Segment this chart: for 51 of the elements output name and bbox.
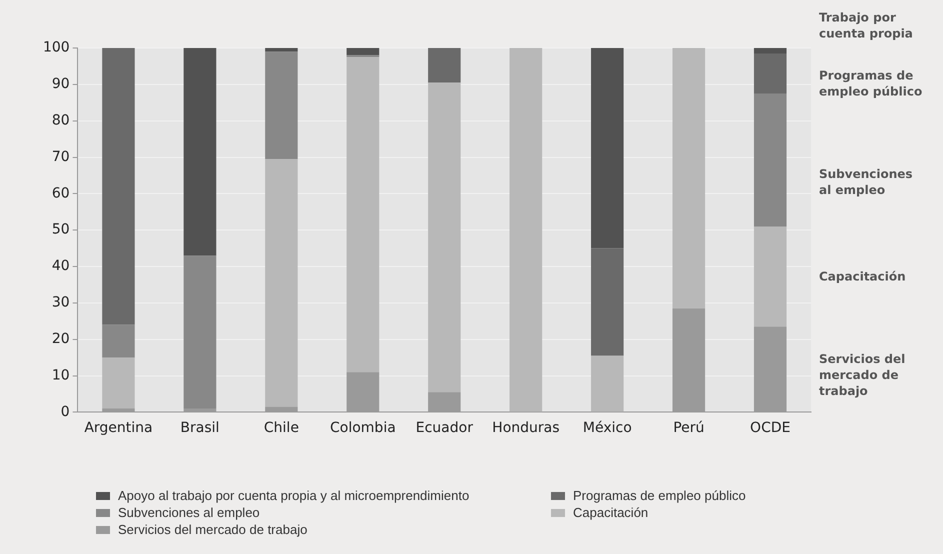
x-tick-label: México — [582, 420, 632, 436]
bar — [346, 57, 380, 372]
text: Subvenciones al empleo — [819, 166, 913, 197]
bar — [102, 48, 135, 325]
y-tick-label: 20 — [52, 331, 70, 347]
legend-label: Capacitación — [572, 505, 650, 520]
bar — [102, 358, 135, 409]
bar — [754, 53, 787, 94]
y-tick-label: 70 — [52, 148, 70, 165]
x-tick-label: Ecuador — [416, 420, 474, 436]
bar — [754, 48, 787, 54]
bar — [591, 248, 624, 356]
bar — [591, 356, 624, 412]
bar — [102, 324, 135, 358]
bar — [184, 48, 216, 256]
x-tick-label: OCDE — [750, 420, 790, 436]
bar — [672, 48, 706, 308]
x-tick-label: Perú — [673, 420, 704, 436]
bar — [265, 52, 298, 160]
bar — [754, 94, 787, 226]
text: Servicios del mercado de trabajo — [819, 352, 906, 398]
y-tick-label: 80 — [52, 112, 70, 128]
y-tick-label: 30 — [52, 294, 70, 311]
bar — [184, 256, 216, 409]
y-tick-label: 40 — [52, 258, 70, 274]
x-tick-label: Honduras — [492, 420, 560, 436]
y-tick-label: 0 — [60, 404, 70, 420]
bar — [510, 48, 542, 412]
bar — [428, 82, 461, 392]
y-tick-label: 100 — [42, 40, 70, 56]
legend-label: Programas de empleo público — [572, 488, 747, 503]
bar — [754, 226, 787, 327]
text: Capacitación — [819, 270, 906, 284]
y-tick-label: 90 — [52, 76, 70, 92]
legend-label: Subvenciones al empleo — [117, 505, 261, 520]
bar — [428, 48, 461, 83]
text: Trabajo por cuenta propia — [819, 10, 913, 40]
y-tick-label: 10 — [52, 367, 70, 384]
text: Programas de empleo público — [819, 68, 922, 99]
bar — [265, 159, 298, 407]
bar — [346, 48, 380, 56]
x-tick-label: Colombia — [330, 420, 396, 436]
legend-label: Apoyo al trabajo por cuenta propia y al microemprendimiento — [117, 488, 470, 503]
x-tick-label: Argentina — [84, 420, 153, 436]
bar — [591, 48, 624, 248]
bar — [265, 48, 298, 52]
x-tick-label: Brasil — [180, 420, 220, 436]
x-tick-label: Chile — [264, 420, 299, 436]
y-tick-label: 50 — [52, 222, 70, 238]
legend-label: Servicios del mercado de trabajo — [117, 522, 308, 537]
y-tick-label: 60 — [52, 185, 70, 202]
